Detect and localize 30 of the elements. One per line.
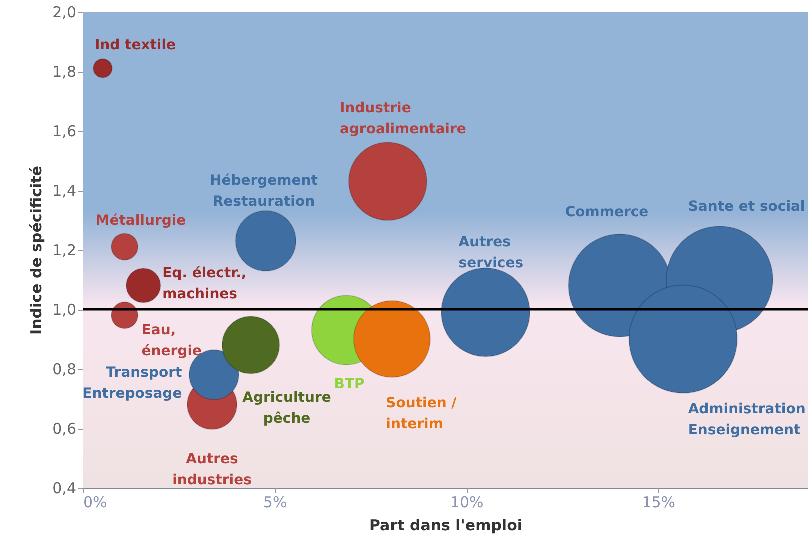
x-tick-label: 5% xyxy=(263,494,288,512)
y-tick-label: 1,8 xyxy=(52,63,76,81)
series-label: Agriculture pêche xyxy=(242,390,332,428)
y-tick-label: 1,4 xyxy=(52,182,76,200)
y-tick-label: 1,6 xyxy=(52,122,76,140)
x-axis-title: Part dans l'emploi xyxy=(369,516,523,534)
y-tick-label: 0,4 xyxy=(52,480,76,498)
y-tick-label: 1,0 xyxy=(52,301,76,319)
text: Autres industries xyxy=(172,452,252,489)
series-label: Soutien / interim xyxy=(386,395,458,432)
series-label: Commerce xyxy=(565,204,649,221)
y-tick-label: 0,8 xyxy=(52,360,76,378)
series-label: Métallurgie xyxy=(96,213,186,230)
series-label: Sante et social xyxy=(688,198,806,215)
series-label: Hébergement Restauration xyxy=(210,173,318,210)
y-tick-label: 0,6 xyxy=(52,420,76,438)
series-label: Transport Entreposage xyxy=(82,364,182,402)
y-tick-label: 1,2 xyxy=(52,242,76,260)
series-label: BTP xyxy=(334,376,365,392)
x-tick-label: 10% xyxy=(450,494,484,512)
series-label: Administration Enseignement xyxy=(688,401,806,438)
series-label: Autres services xyxy=(458,234,524,272)
series-label: Ind textile xyxy=(94,38,176,54)
x-tick-label: 15% xyxy=(642,494,676,512)
series-label: Eau, énergie xyxy=(142,322,202,360)
y-tick-label: 2,0 xyxy=(52,4,76,22)
y-axis-title: Indice de spécificité xyxy=(28,166,46,335)
x-tick-label: 0% xyxy=(84,494,108,512)
series-label: Eq. électr., machines xyxy=(162,266,247,303)
series-label: Industrie agroalimentaire xyxy=(340,100,466,138)
